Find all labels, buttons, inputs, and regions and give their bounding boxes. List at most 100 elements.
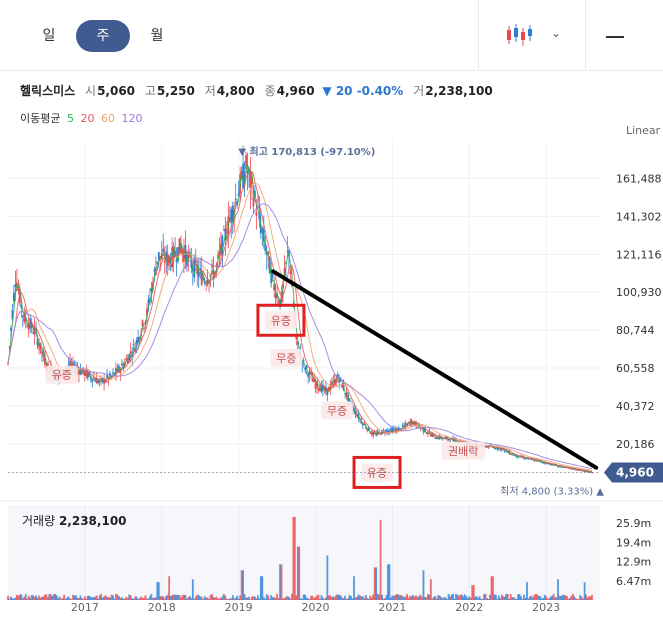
- price-candle: [162, 248, 165, 253]
- volume-value: 2,238,100: [425, 84, 493, 98]
- volume-bar: [506, 593, 509, 600]
- volume-bar: [326, 555, 329, 600]
- price-candle: [370, 431, 373, 435]
- volume-bar: [568, 597, 571, 600]
- price-candle: [175, 259, 178, 263]
- price-candle: [85, 369, 88, 376]
- volume-bar: [410, 596, 413, 600]
- price-candle: [116, 367, 119, 372]
- price-candle: [255, 211, 258, 216]
- candlestick-icon[interactable]: [505, 22, 533, 48]
- volume-bar: [156, 582, 159, 600]
- volume-bar: [47, 597, 49, 600]
- volume-bar: [512, 596, 515, 600]
- volume-bar: [32, 595, 35, 600]
- tab-weekly[interactable]: 주: [76, 20, 130, 52]
- volume-bar: [438, 595, 441, 600]
- toolbar-divider: [478, 0, 479, 70]
- open-label: 시: [85, 84, 97, 98]
- price-candle: [548, 463, 551, 465]
- volume-bar: [203, 596, 206, 600]
- price-candle: [560, 466, 562, 468]
- annotation-label: 유증: [271, 314, 291, 327]
- volume-bar: [400, 594, 403, 600]
- price-candle: [137, 336, 140, 343]
- volume-bar: [339, 595, 342, 600]
- volume-bar: [449, 596, 451, 600]
- volume-bar: [301, 598, 304, 600]
- volume-bar: [197, 595, 200, 600]
- volume-bar: [324, 597, 327, 600]
- price-candle: [7, 362, 9, 364]
- chevron-down-icon[interactable]: ⌄: [551, 26, 562, 40]
- price-candle: [391, 428, 394, 433]
- price-candle: [531, 459, 534, 461]
- price-candle: [221, 235, 224, 257]
- price-candle: [503, 449, 506, 452]
- volume-bar: [471, 585, 474, 600]
- price-candle: [304, 367, 307, 371]
- tab-monthly[interactable]: 월: [150, 28, 164, 44]
- volume-bar: [89, 597, 92, 600]
- price-candle: [24, 318, 27, 322]
- current-price-tag: [604, 462, 663, 483]
- volume-bar: [345, 599, 348, 600]
- volume-bar: [234, 597, 237, 600]
- volume-bar: [472, 585, 475, 600]
- volume-bar: [515, 598, 518, 600]
- close-label: 종: [264, 84, 276, 98]
- price-candle: [339, 377, 342, 379]
- price-candle: [47, 363, 49, 366]
- volume-bar: [428, 594, 431, 600]
- volume-bar: [86, 595, 89, 600]
- price-candle: [401, 425, 404, 427]
- volume-bar: [60, 598, 63, 600]
- price-candle: [307, 373, 310, 377]
- volume-bar: [526, 582, 528, 600]
- volume-bar: [205, 597, 208, 600]
- volume-bar: [338, 595, 341, 600]
- minus-icon[interactable]: [606, 36, 624, 38]
- tab-daily[interactable]: 일: [42, 28, 56, 44]
- volume-bar: [363, 598, 366, 600]
- price-candle: [29, 318, 32, 328]
- annotation-label: 권배락: [448, 445, 478, 458]
- price-candle: [33, 327, 36, 335]
- volume-bar: [115, 593, 117, 600]
- price-candle: [387, 430, 389, 433]
- volume-bar: [98, 595, 101, 600]
- volume-bar: [422, 570, 425, 600]
- volume-bar: [138, 598, 141, 600]
- volume-bar: [256, 595, 259, 600]
- volume-bar: [537, 596, 540, 600]
- price-candle: [83, 371, 86, 376]
- volume-bar: [112, 595, 114, 600]
- volume-bar: [109, 597, 111, 600]
- volume-bar: [63, 594, 66, 600]
- volume-bar: [395, 593, 398, 600]
- price-tick-label: 121,116: [616, 248, 662, 261]
- price-candle: [141, 320, 144, 327]
- price-candle: [8, 346, 11, 348]
- price-candle: [21, 315, 24, 317]
- volume-bar: [313, 597, 315, 600]
- scale-label[interactable]: Linear: [626, 124, 661, 137]
- price-candle: [186, 252, 188, 267]
- volume-bar: [552, 593, 555, 600]
- price-candle: [168, 257, 171, 264]
- volume-bar: [258, 598, 261, 600]
- volume-bar: [178, 594, 181, 600]
- volume-bar: [369, 595, 372, 600]
- volume-bar: [231, 595, 234, 600]
- annotation-badge: [45, 365, 78, 384]
- volume-bar: [390, 597, 392, 600]
- moving-average-legend[interactable]: 이동평균 5 20 60 120: [20, 110, 142, 126]
- price-candle: [319, 388, 321, 392]
- price-candle: [366, 428, 369, 431]
- price-candle: [222, 229, 225, 231]
- volume-bar: [35, 595, 37, 600]
- volume-bar: [285, 596, 287, 600]
- volume-bar: [131, 598, 134, 600]
- price-candle: [129, 351, 132, 355]
